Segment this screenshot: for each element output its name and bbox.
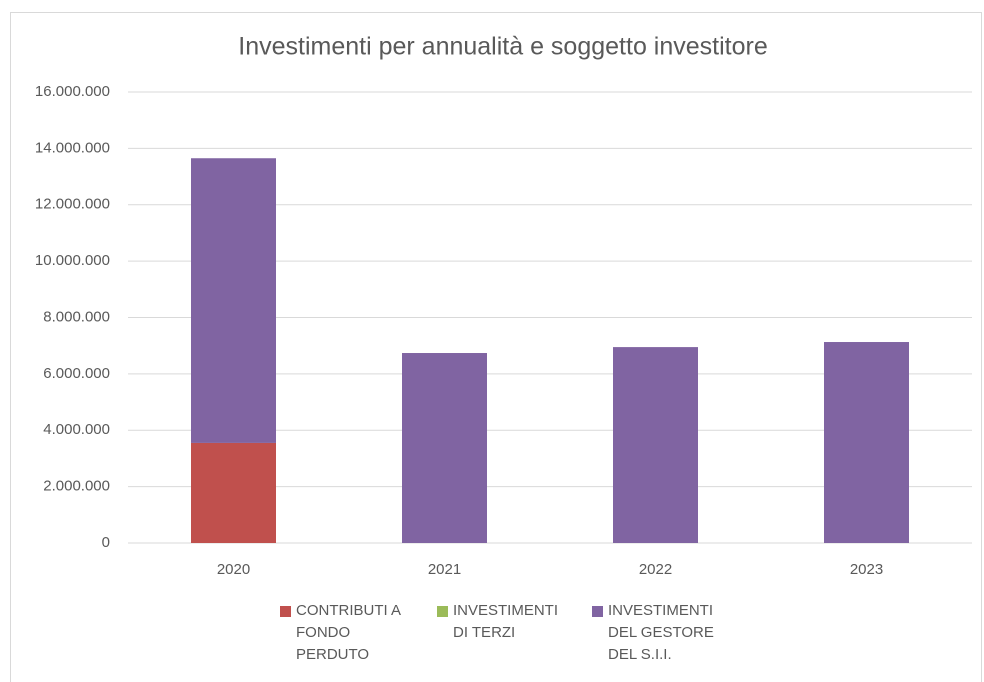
legend-swatch	[592, 606, 603, 617]
bar-segment	[402, 353, 487, 543]
legend-item: INVESTIMENTI DI TERZI	[437, 600, 571, 644]
y-tick-label: 12.000.000	[35, 196, 110, 213]
legend-item: INVESTIMENTI DEL GESTORE DEL S.I.I.	[592, 600, 726, 666]
legend-label: INVESTIMENTI DI TERZI	[453, 602, 559, 641]
bar-segment	[613, 347, 698, 543]
bar-segment	[191, 442, 276, 543]
y-tick-label: 6.000.000	[43, 365, 110, 382]
x-tick-label: 2023	[850, 561, 883, 578]
y-tick-label: 10.000.000	[35, 252, 110, 269]
x-tick-label: 2021	[428, 561, 461, 578]
chart-title: Investimenti per annualità e soggetto in…	[238, 33, 767, 61]
legend-swatch	[280, 606, 291, 617]
legend-item: CONTRIBUTI A FONDO PERDUTO	[280, 600, 414, 666]
legend-label: INVESTIMENTI DEL GESTORE DEL S.I.I.	[608, 602, 714, 663]
y-tick-label: 14.000.000	[35, 139, 110, 156]
y-tick-label: 0	[102, 534, 110, 551]
legend-swatch	[437, 606, 448, 617]
legend-label: CONTRIBUTI A FONDO PERDUTO	[296, 602, 401, 663]
bar-segment	[824, 342, 909, 543]
x-tick-label: 2020	[217, 561, 250, 578]
y-tick-label: 8.000.000	[43, 308, 110, 325]
y-tick-label: 16.000.000	[35, 83, 110, 100]
bar-segment	[191, 158, 276, 443]
x-tick-label: 2022	[639, 561, 672, 578]
y-tick-label: 2.000.000	[43, 478, 110, 495]
chart-frame	[10, 12, 982, 682]
y-tick-label: 4.000.000	[43, 421, 110, 438]
